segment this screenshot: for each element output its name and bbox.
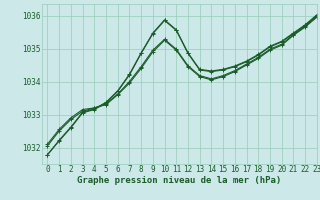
X-axis label: Graphe pression niveau de la mer (hPa): Graphe pression niveau de la mer (hPa) (77, 176, 281, 185)
